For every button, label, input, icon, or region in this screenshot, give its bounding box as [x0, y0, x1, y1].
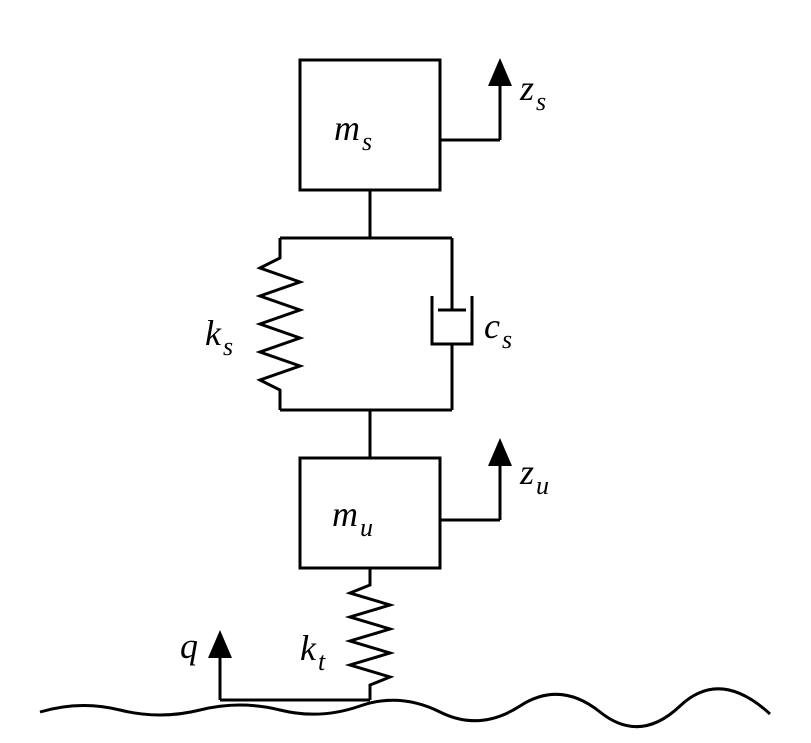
- kt-label-sub: t: [318, 647, 326, 676]
- q-label: q: [180, 626, 198, 666]
- zs-label-main: z: [519, 68, 534, 108]
- sprung-mass-label-sub: s: [362, 127, 372, 156]
- cs-label: cs: [484, 306, 512, 354]
- cs-label-sub: s: [502, 325, 512, 354]
- q-arrow-head: [208, 630, 232, 658]
- tire-spring: [350, 568, 390, 700]
- suspension-spring: [260, 238, 300, 410]
- kt-label: kt: [300, 628, 326, 676]
- ks-label-main: k: [205, 313, 222, 353]
- zs-label: zs: [519, 68, 546, 116]
- sprung-mass-label-main: m: [334, 108, 360, 148]
- sprung-mass-label: ms: [334, 108, 372, 156]
- ground-line: [40, 689, 770, 727]
- ks-label-sub: s: [223, 332, 233, 361]
- cs-label-main: c: [484, 306, 500, 346]
- kt-label-main: k: [300, 628, 317, 668]
- unsprung-mass-label-main: m: [332, 494, 358, 534]
- zu-arrow-head: [488, 438, 512, 466]
- q-label-main: q: [180, 626, 198, 666]
- zu-label-main: z: [519, 452, 534, 492]
- zu-label: zu: [519, 452, 549, 500]
- sprung-mass-box: [300, 60, 440, 190]
- zu-label-sub: u: [536, 471, 549, 500]
- zs-label-sub: s: [536, 87, 546, 116]
- ks-label: ks: [205, 313, 233, 361]
- quarter-car-diagram: ms zs ks cs mu zu kt: [0, 0, 811, 743]
- zs-arrow-head: [488, 58, 512, 86]
- unsprung-mass-label: mu: [332, 494, 373, 542]
- unsprung-mass-label-sub: u: [360, 513, 373, 542]
